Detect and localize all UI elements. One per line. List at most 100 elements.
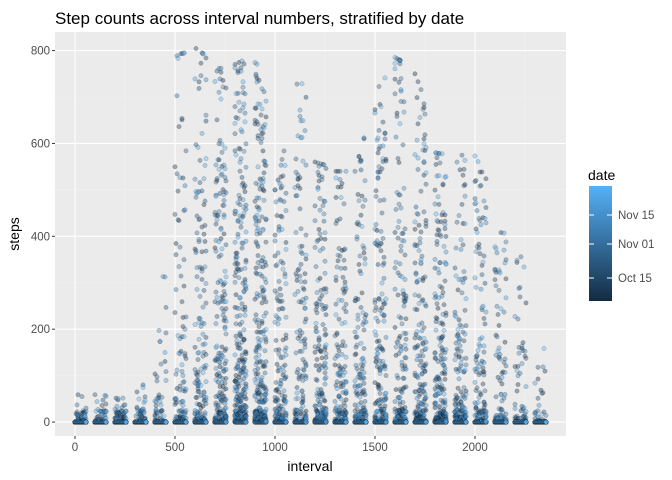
data-point: [222, 145, 228, 151]
data-point: [73, 419, 79, 425]
data-point: [239, 319, 245, 325]
data-point: [203, 77, 209, 83]
data-point: [216, 209, 222, 215]
data-point: [194, 230, 200, 236]
data-point: [74, 419, 80, 425]
data-point: [263, 418, 269, 424]
data-point: [175, 188, 181, 194]
data-point: [215, 213, 221, 219]
data-point: [254, 61, 260, 67]
data-point: [242, 307, 248, 313]
data-point: [83, 408, 89, 414]
data-point: [321, 211, 327, 217]
data-point: [159, 408, 165, 414]
data-point: [76, 419, 82, 425]
data-point: [75, 415, 81, 421]
data-point: [320, 246, 326, 251]
data-point: [203, 351, 209, 357]
data-point: [232, 352, 238, 358]
data-point: [299, 330, 305, 336]
data-point: [199, 130, 205, 136]
data-point: [299, 388, 305, 394]
data-point: [198, 382, 204, 388]
data-point: [233, 209, 239, 215]
data-point: [223, 419, 229, 425]
data-point: [282, 163, 288, 168]
data-point: [260, 227, 266, 233]
data-point: [243, 164, 249, 170]
data-point: [100, 397, 106, 403]
data-point: [75, 419, 81, 425]
data-point: [312, 203, 318, 209]
data-point: [140, 385, 146, 390]
data-point: [294, 277, 300, 283]
data-point: [234, 338, 240, 344]
data-point: [163, 304, 169, 310]
data-point: [322, 258, 328, 264]
data-point: [192, 344, 198, 350]
data-point: [303, 316, 309, 322]
data-point: [299, 134, 305, 140]
data-point: [183, 408, 189, 414]
data-point: [72, 419, 78, 425]
data-point: [154, 378, 160, 384]
data-point: [322, 370, 328, 376]
data-point: [73, 419, 79, 425]
data-point: [195, 357, 201, 363]
data-point: [238, 156, 244, 162]
data-point: [322, 270, 328, 276]
data-point: [216, 89, 222, 95]
data-point: [335, 353, 341, 359]
data-point: [323, 351, 329, 357]
data-point: [73, 419, 79, 425]
data-points: [72, 46, 549, 425]
data-point: [273, 380, 279, 385]
data-point: [73, 419, 79, 425]
data-point: [317, 207, 323, 213]
data-point: [315, 186, 321, 192]
data-point: [238, 224, 244, 230]
data-point: [196, 79, 202, 85]
data-point: [197, 216, 203, 222]
data-point: [278, 292, 284, 298]
data-point: [192, 322, 198, 328]
data-point: [73, 419, 79, 425]
data-point: [174, 93, 180, 99]
data-point: [283, 314, 289, 320]
data-point: [241, 337, 247, 343]
data-point: [257, 101, 263, 107]
data-point: [237, 294, 243, 300]
data-point: [223, 358, 229, 364]
data-point: [223, 85, 229, 91]
data-point: [72, 419, 78, 425]
data-point: [182, 183, 188, 189]
data-point: [243, 238, 249, 244]
data-point: [202, 222, 208, 228]
data-point: [223, 414, 229, 419]
data-point: [218, 65, 224, 71]
data-point: [299, 348, 305, 354]
data-point: [74, 419, 80, 425]
data-point: [255, 317, 261, 323]
data-point: [74, 409, 80, 415]
data-point: [303, 362, 309, 367]
data-point: [201, 321, 207, 327]
data-point: [243, 386, 249, 392]
data-point: [239, 129, 245, 135]
data-point: [333, 301, 339, 307]
data-point: [263, 114, 269, 120]
data-point: [223, 318, 229, 324]
data-point: [274, 291, 280, 297]
data-point: [262, 348, 268, 354]
data-point: [263, 299, 269, 305]
data-point: [74, 419, 80, 425]
data-point: [172, 164, 178, 170]
data-point: [72, 419, 78, 425]
data-point: [243, 141, 249, 147]
data-point: [238, 266, 244, 272]
data-point: [294, 390, 300, 396]
data-point: [222, 380, 228, 386]
data-point: [241, 148, 247, 154]
data-point: [196, 85, 202, 91]
